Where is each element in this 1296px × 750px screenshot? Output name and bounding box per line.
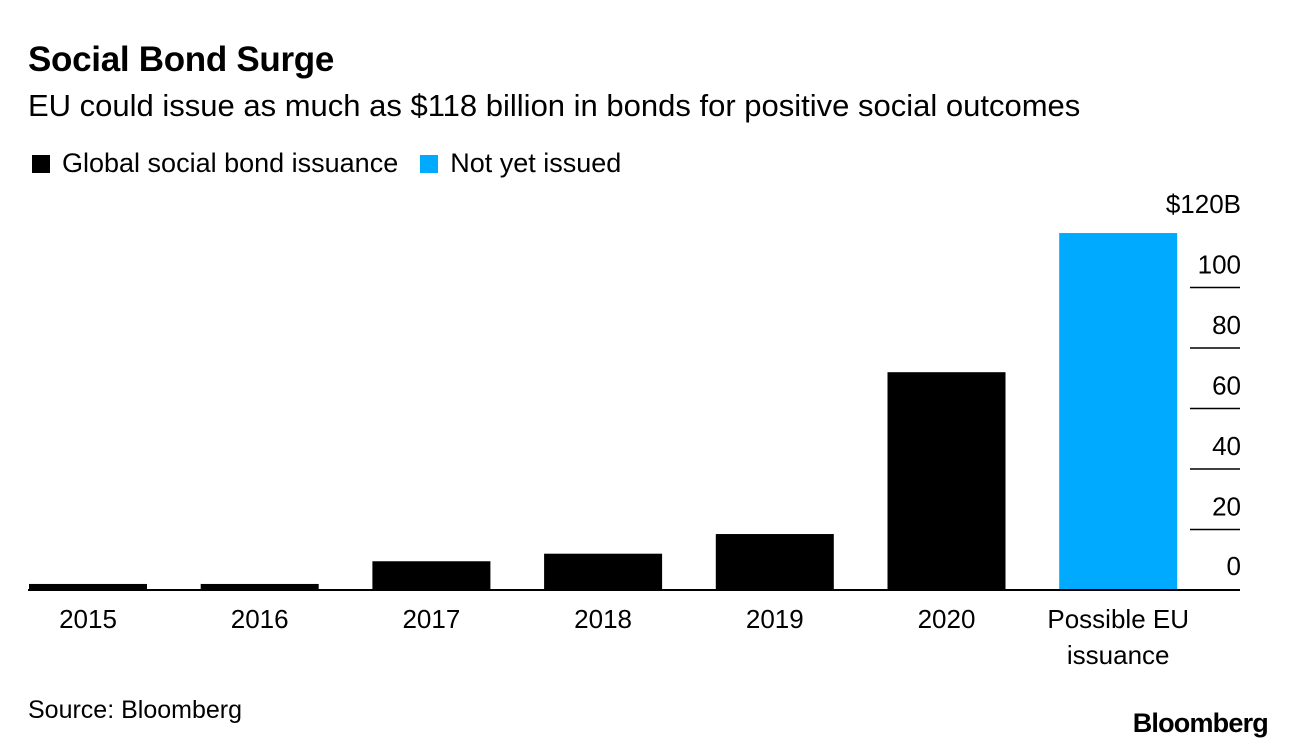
y-tick-label-120: $120B xyxy=(1166,189,1241,219)
x-tick-label-2018: 2018 xyxy=(574,604,632,634)
y-tick-label-60: 60 xyxy=(1212,371,1241,401)
x-tick-label-possible-eu-issuance: Possible EU issuance xyxy=(1047,604,1189,670)
x-tick-label-2020: 2020 xyxy=(918,604,976,634)
bar-2015 xyxy=(29,583,147,590)
x-tick-label-2015: 2015 xyxy=(59,604,117,634)
bar-2020 xyxy=(887,372,1006,590)
y-tick-label-80: 80 xyxy=(1212,310,1241,340)
legend-swatch-not-issued xyxy=(420,154,439,173)
y-tick-label-100: 100 xyxy=(1198,250,1241,280)
legend-item-not-issued: Not yet issued xyxy=(420,148,621,179)
bloomberg-logo: Bloomberg xyxy=(1132,708,1269,738)
bar-2017 xyxy=(372,561,491,590)
x-tick-label-2019: 2019 xyxy=(746,604,804,634)
source-note: Source: Bloomberg xyxy=(28,696,243,724)
bar-possible-eu-issuance xyxy=(1059,233,1178,591)
legend-label-issued: Global social bond issuance xyxy=(62,148,399,178)
x-tick-label-2017: 2017 xyxy=(402,604,460,634)
chart-subtitle: EU could issue as much as $118 billion i… xyxy=(28,88,1081,123)
legend-label-not-issued: Not yet issued xyxy=(450,148,622,178)
legend-swatch-issued xyxy=(32,154,50,173)
x-tick-label-2016: 2016 xyxy=(231,604,289,634)
bar-2018 xyxy=(544,553,663,590)
legend-item-issued: Global social bond issuance xyxy=(32,148,398,179)
y-tick-label-40: 40 xyxy=(1212,431,1241,461)
bar-2016 xyxy=(200,583,319,590)
y-tick-label-0: 0 xyxy=(1227,551,1241,581)
legend: Global social bond issuance Not yet issu… xyxy=(32,148,643,179)
chart-title: Social Bond Surge xyxy=(28,40,335,79)
bar-2019 xyxy=(715,534,834,590)
y-tick-label-20: 20 xyxy=(1212,492,1241,522)
